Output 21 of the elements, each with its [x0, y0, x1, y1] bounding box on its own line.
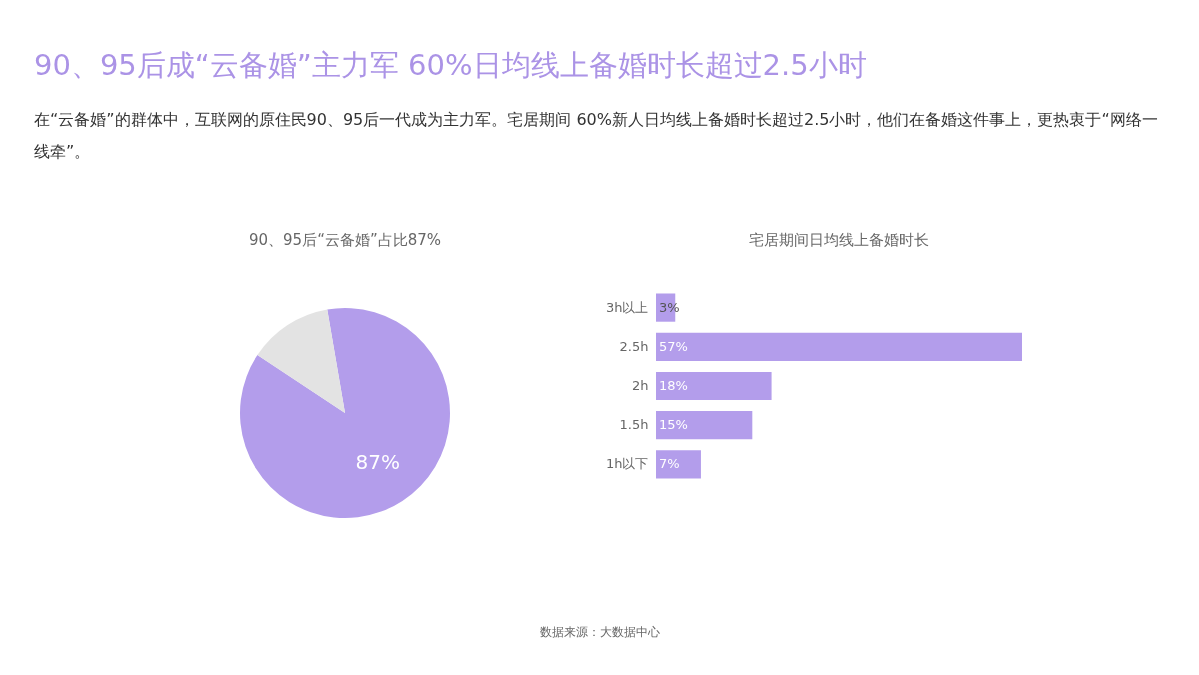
y-tick-label: 2.5h	[619, 338, 649, 354]
chart-title: 90、95后“云备婚”占比87%	[248, 231, 442, 249]
pie-slice	[257, 309, 345, 413]
data-label: 7%	[659, 456, 680, 472]
source-note: 数据来源：大数据中心	[538, 624, 661, 641]
y-tick-label: 1.5h	[619, 417, 649, 433]
y-tick-label: 2h	[631, 378, 649, 393]
text: 在“云备婚”的群体中，互联网的原住民90、95后一代成为主力军。宅居期间 60%新人日均线上备婚时长超过2.5小时，他们在备婚这件事上，更热衷于“网络一线牵”。	[34, 109, 1159, 163]
chart-title: 宅居期间日均线上备婚时长	[749, 231, 929, 249]
pie-slice	[240, 308, 450, 518]
data-label: 15%	[659, 417, 688, 433]
bar	[656, 411, 753, 440]
data-label: 87%	[355, 450, 401, 475]
y-tick-label: 3h以上	[605, 299, 649, 315]
bar	[656, 450, 701, 479]
text: 90、95后成“云备婚”主力军 60%日均线上备婚时长超过2.5小时	[34, 47, 867, 84]
y-tick-label: 1h以下	[605, 456, 649, 472]
data-label: 57%	[659, 338, 688, 354]
data-label: 18%	[659, 378, 688, 393]
bar	[656, 371, 772, 401]
bar	[656, 332, 1022, 361]
